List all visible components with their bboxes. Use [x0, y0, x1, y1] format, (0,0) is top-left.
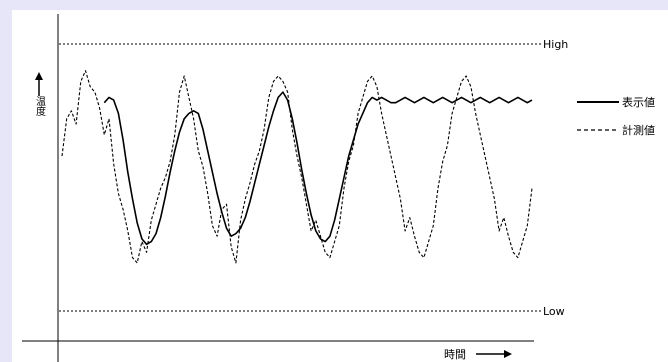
- low-label: Low: [543, 305, 565, 318]
- x-axis-label-group: 時間: [444, 348, 512, 361]
- y-axis-label-group: 温度: [34, 72, 46, 117]
- series-line-display: [103, 91, 533, 246]
- legend-label-display: 表示値: [622, 95, 655, 109]
- high-label: High: [543, 38, 568, 51]
- x-axis-label: 時間: [444, 348, 466, 361]
- series-line-measured: [61, 70, 533, 264]
- y-axis-label: 温度: [34, 96, 46, 117]
- series-layer: [61, 70, 533, 264]
- arrow-up-icon: [35, 72, 43, 80]
- chart: High Low 温度 時間 表示値 計測値: [22, 14, 655, 362]
- legend: 表示値 計測値: [577, 95, 655, 137]
- legend-label-measured: 計測値: [622, 123, 655, 137]
- chart-frame: High Low 温度 時間 表示値 計測値: [12, 10, 668, 362]
- arrow-right-icon: [504, 350, 512, 358]
